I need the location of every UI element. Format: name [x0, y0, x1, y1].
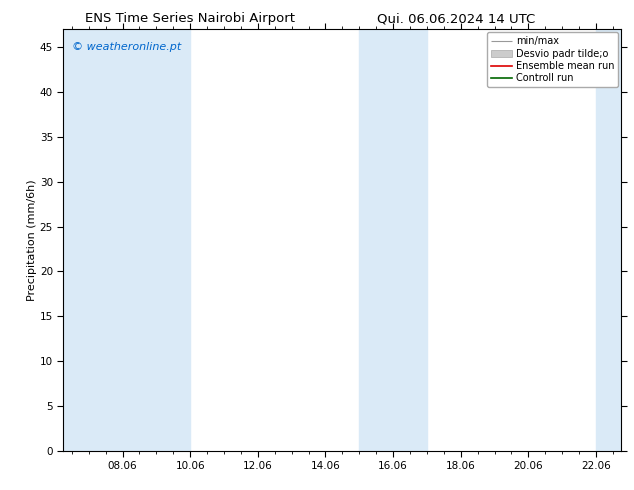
Bar	[596, 29, 621, 451]
Text: Qui. 06.06.2024 14 UTC: Qui. 06.06.2024 14 UTC	[377, 12, 536, 25]
Y-axis label: Precipitation (mm/6h): Precipitation (mm/6h)	[27, 179, 37, 301]
Text: © weatheronline.pt: © weatheronline.pt	[72, 42, 181, 52]
Bar	[359, 29, 427, 451]
Bar	[63, 29, 190, 451]
Text: ENS Time Series Nairobi Airport: ENS Time Series Nairobi Airport	[85, 12, 295, 25]
Legend: min/max, Desvio padr tilde;o, Ensemble mean run, Controll run: min/max, Desvio padr tilde;o, Ensemble m…	[487, 32, 618, 87]
